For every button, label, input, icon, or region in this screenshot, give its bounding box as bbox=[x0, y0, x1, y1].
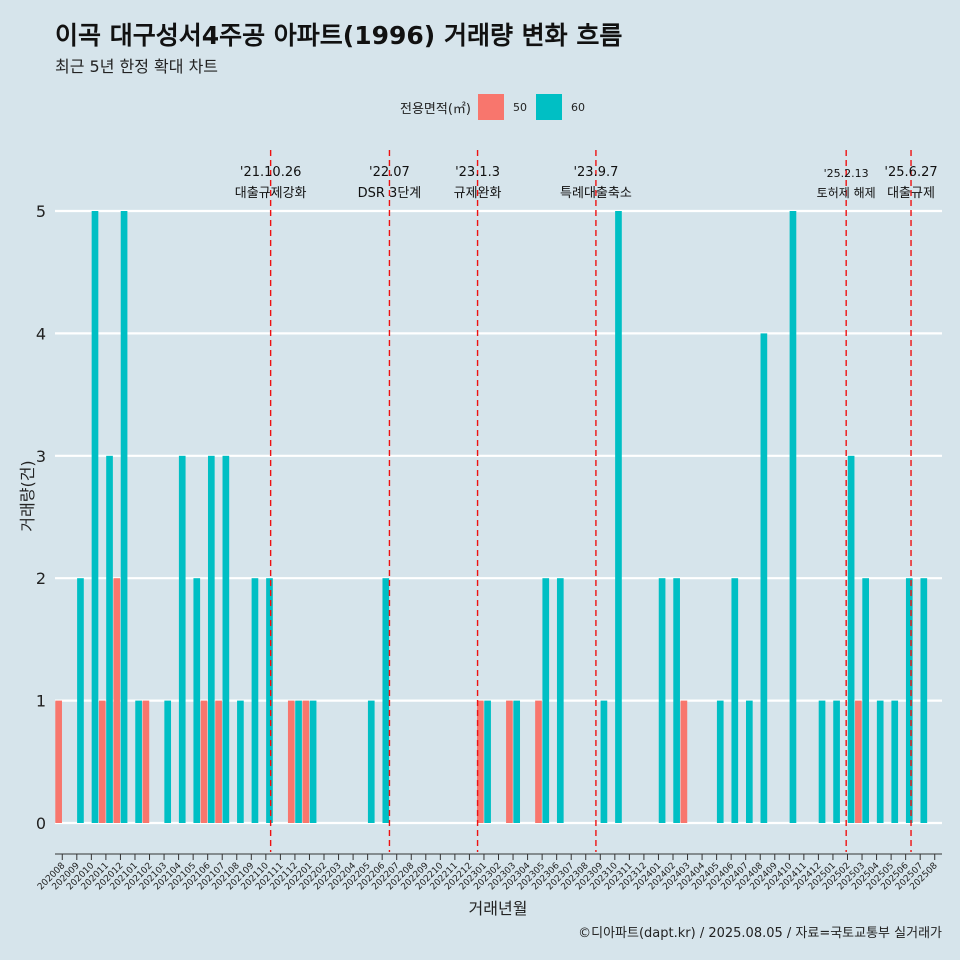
event-date-label: '23.9.7 bbox=[573, 165, 618, 180]
y-tick-label: 4 bbox=[36, 324, 46, 343]
bar-60-202112 bbox=[295, 700, 302, 823]
bar-60-202503 bbox=[862, 578, 869, 823]
bar-60-202504 bbox=[876, 700, 884, 823]
bar-60-202012 bbox=[120, 211, 128, 823]
legend-label-50: 50 bbox=[512, 100, 527, 114]
bar-60-202502 bbox=[847, 455, 855, 823]
bar-50-202305 bbox=[535, 700, 542, 823]
bar-60-202405 bbox=[716, 700, 724, 823]
bar-50-202201 bbox=[302, 700, 310, 823]
page-subtitle: 최근 5년 한정 확대 차트 bbox=[55, 57, 219, 76]
bar-60-202305 bbox=[542, 578, 550, 823]
bar-60-202309 bbox=[600, 700, 608, 823]
bar-60-202506 bbox=[905, 578, 913, 823]
event-date-label: '25.6.27 bbox=[884, 165, 937, 180]
bar-50-202403 bbox=[680, 700, 688, 823]
bar-50-202107 bbox=[215, 700, 222, 823]
bar-50-202503 bbox=[855, 700, 862, 823]
bar-60-202410 bbox=[789, 211, 797, 823]
bar-60-202011 bbox=[106, 455, 113, 823]
bar-60-202110 bbox=[266, 578, 273, 823]
bar-60-202501 bbox=[833, 700, 840, 823]
bar-50-202011 bbox=[98, 700, 106, 823]
event-date-label: '23.1.3 bbox=[455, 165, 500, 180]
legend-label-60: 60 bbox=[570, 100, 585, 114]
event-date-label: '22.07 bbox=[369, 165, 410, 180]
event-text-label: 대출규제강화 bbox=[235, 186, 307, 201]
event-text-label: 토허제 해제 bbox=[817, 186, 876, 200]
bar-60-202206 bbox=[382, 578, 390, 823]
bar-60-202105 bbox=[193, 578, 201, 823]
bar-60-202401 bbox=[658, 578, 666, 823]
bar-60-202303 bbox=[513, 700, 521, 823]
y-tick-label: 0 bbox=[36, 814, 46, 833]
bar-60-202407 bbox=[745, 700, 753, 823]
bar-60-202301 bbox=[484, 700, 491, 823]
event-lines bbox=[269, 150, 912, 852]
bar-60-202109 bbox=[251, 578, 259, 823]
x-axis-title: 거래년월 bbox=[469, 899, 528, 918]
bar-60-202104 bbox=[178, 455, 186, 823]
bar-60-202306 bbox=[556, 578, 564, 823]
event-date-label: '21.10.26 bbox=[240, 165, 301, 180]
legend-title: 전용면적(㎡) bbox=[400, 101, 471, 117]
bar-60-202505 bbox=[891, 700, 899, 823]
bar-60-202108 bbox=[237, 700, 244, 823]
legend-swatch-50 bbox=[477, 94, 504, 120]
bar-60-202406 bbox=[731, 578, 739, 823]
event-text-label: DSR 3단계 bbox=[358, 186, 422, 201]
grid-lines bbox=[55, 209, 942, 825]
bar-60-202205 bbox=[367, 700, 375, 823]
event-text-label: 특례대출축소 bbox=[560, 186, 632, 201]
credit-text: ©디아파트(dapt.kr) / 2025.08.05 / 자료=국토교통부 실… bbox=[578, 926, 942, 941]
bar-60-202009 bbox=[77, 578, 84, 823]
bar-50-202303 bbox=[506, 700, 513, 823]
bar-60-202101 bbox=[135, 700, 142, 823]
event-date-label: '25.2.13 bbox=[824, 167, 869, 180]
bar-60-202412 bbox=[818, 700, 826, 823]
legend-swatch-60 bbox=[535, 94, 562, 120]
bar-60-202107 bbox=[222, 455, 230, 823]
legend: 전용면적(㎡) 50 60 bbox=[400, 93, 594, 121]
y-tick-label: 3 bbox=[36, 447, 46, 466]
y-tick-label: 2 bbox=[36, 569, 46, 588]
bar-50-202112 bbox=[287, 700, 295, 823]
bar-50-202008 bbox=[55, 700, 62, 823]
bar-60-202310 bbox=[615, 211, 622, 823]
y-tick-label: 5 bbox=[36, 202, 46, 221]
bar-50-202102 bbox=[142, 700, 150, 823]
bar-60-202507 bbox=[920, 578, 928, 823]
event-annotations: '21.10.26 대출규제강화 '22.07 DSR 3단계 '23.1.3 규제완화 '… bbox=[235, 165, 938, 201]
event-text-label: 규제완화 bbox=[454, 186, 502, 201]
event-text-label: 대출규제 bbox=[887, 186, 935, 201]
bar-60-202103 bbox=[164, 700, 172, 823]
bar-50-202106 bbox=[200, 700, 208, 823]
bar-50-202301 bbox=[476, 700, 484, 823]
y-tick-label: 1 bbox=[36, 692, 46, 711]
bar-60-202402 bbox=[673, 578, 680, 823]
bar-60-202010 bbox=[91, 211, 99, 823]
bars bbox=[55, 211, 928, 823]
bar-60-202106 bbox=[207, 455, 215, 823]
page-title: 이곡 대구성서4주공 아파트(1996) 거래량 변화 흐름 bbox=[55, 21, 623, 50]
bar-50-202012 bbox=[113, 578, 121, 823]
y-axis-title: 거래량(건) bbox=[18, 460, 37, 531]
bar-60-202408 bbox=[760, 333, 768, 823]
bar-60-202201 bbox=[309, 700, 317, 823]
